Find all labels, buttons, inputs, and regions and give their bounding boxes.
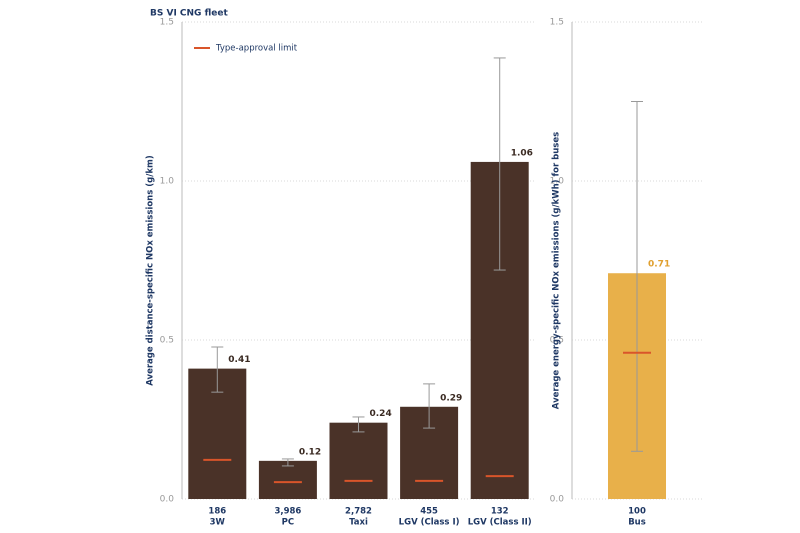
x-tick-label: Bus	[628, 518, 646, 528]
legend-label: Type-approval limit	[215, 44, 298, 54]
y-tick-label: 0.5	[550, 336, 564, 346]
count-label: 132	[491, 507, 509, 517]
y-tick-label: 0.0	[160, 495, 175, 505]
y-tick-label: 1.5	[550, 18, 564, 28]
value-label: 0.29	[440, 393, 462, 403]
x-tick-label: LGV (Class I)	[399, 518, 460, 528]
x-tick-label: Taxi	[349, 518, 368, 528]
x-tick-label: LGV (Class II)	[468, 518, 532, 528]
value-label: 0.12	[299, 447, 321, 457]
count-label: 3,986	[274, 507, 301, 517]
bar	[329, 422, 388, 499]
y-tick-label: 1.0	[160, 177, 175, 187]
x-tick-label: PC	[282, 518, 294, 528]
y-tick-label: 1.0	[550, 177, 565, 187]
x-tick-label: 3W	[210, 518, 226, 528]
chart-title: BS VI CNG fleet	[150, 9, 228, 19]
count-label: 186	[208, 507, 226, 517]
bar	[258, 460, 317, 499]
value-label: 0.24	[370, 409, 392, 419]
y-tick-label: 0.0	[550, 495, 565, 505]
y-axis-label: Average distance-specific NOx emissions …	[146, 155, 156, 386]
y-axis-label: Average energy-specific NOx emissions (g…	[552, 132, 562, 409]
value-label: 1.06	[511, 148, 533, 158]
value-label: 0.41	[228, 355, 250, 365]
value-label: 0.71	[648, 260, 670, 270]
count-label: 100	[628, 507, 646, 517]
y-tick-label: 0.5	[160, 336, 174, 346]
y-tick-label: 1.5	[160, 18, 174, 28]
count-label: 455	[420, 507, 438, 517]
count-label: 2,782	[345, 507, 372, 517]
